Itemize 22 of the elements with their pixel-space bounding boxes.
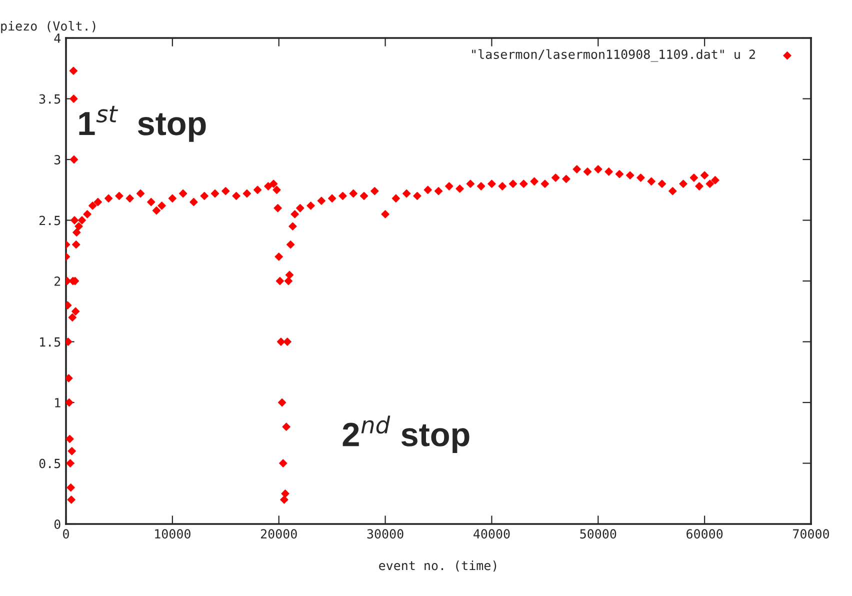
- y-tick-label: 3.5: [39, 94, 60, 104]
- x-tick-label: 30000: [367, 529, 404, 539]
- x-axis-title: event no. (time): [379, 560, 496, 572]
- annotation: 2$^{nd}$ stop: [342, 416, 470, 453]
- y-tick-label: 2: [54, 276, 60, 286]
- x-tick-label: 50000: [580, 529, 616, 539]
- y-tick-label: 1.5: [40, 337, 60, 347]
- x-tick-label: 40000: [474, 529, 510, 539]
- y-tick-label: 2.5: [39, 216, 60, 226]
- x-tick-label: 0: [63, 529, 69, 539]
- legend-label: "lasermon/lasermon110908_1109.dat" u 2: [472, 49, 755, 62]
- y-tick-label: 3: [54, 155, 60, 164]
- x-tick-label: 10000: [155, 529, 190, 539]
- annotation: 1$^{st}$ stop: [79, 106, 206, 142]
- y-tick-label: 1: [55, 398, 60, 408]
- x-tick-label: 20000: [260, 529, 297, 539]
- x-tick-label: 60000: [686, 529, 723, 539]
- y-axis-title: piezo (Volt.): [1, 20, 96, 34]
- x-tick-label: 70000: [793, 529, 830, 539]
- y-tick-label: 0: [54, 520, 60, 529]
- y-tick-label: 4: [54, 34, 61, 43]
- y-tick-label: 0.5: [39, 458, 60, 468]
